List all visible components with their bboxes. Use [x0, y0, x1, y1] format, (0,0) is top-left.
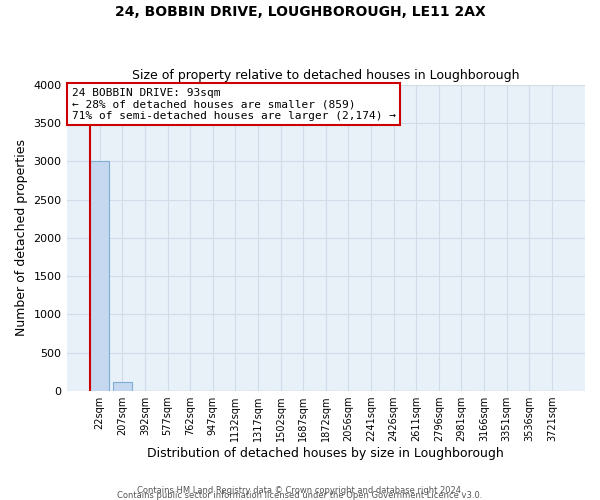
- Text: 24 BOBBIN DRIVE: 93sqm
← 28% of detached houses are smaller (859)
71% of semi-de: 24 BOBBIN DRIVE: 93sqm ← 28% of detached…: [72, 88, 396, 121]
- Text: 24, BOBBIN DRIVE, LOUGHBOROUGH, LE11 2AX: 24, BOBBIN DRIVE, LOUGHBOROUGH, LE11 2AX: [115, 5, 485, 19]
- Text: Contains HM Land Registry data © Crown copyright and database right 2024.: Contains HM Land Registry data © Crown c…: [137, 486, 463, 495]
- X-axis label: Distribution of detached houses by size in Loughborough: Distribution of detached houses by size …: [148, 447, 504, 460]
- Bar: [90, 161, 109, 391]
- Text: Contains public sector information licensed under the Open Government Licence v3: Contains public sector information licen…: [118, 491, 482, 500]
- Title: Size of property relative to detached houses in Loughborough: Size of property relative to detached ho…: [132, 69, 520, 82]
- Y-axis label: Number of detached properties: Number of detached properties: [15, 140, 28, 336]
- Bar: [113, 382, 132, 391]
